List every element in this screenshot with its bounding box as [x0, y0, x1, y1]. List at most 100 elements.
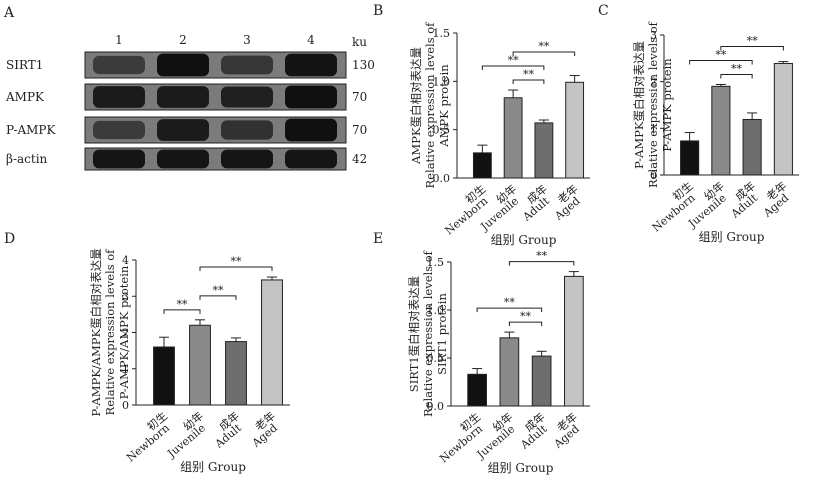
size-label: 42: [352, 152, 367, 166]
y-axis-title: AMPK蛋白相对表达量: [409, 47, 423, 165]
bar: [472, 152, 492, 179]
panel-label: D: [4, 231, 15, 247]
bar: [499, 337, 520, 407]
panel-label: B: [373, 3, 383, 19]
protein-label: AMPK: [5, 90, 45, 104]
y-tick-label: 2: [650, 76, 657, 89]
significance-bracket: [199, 266, 273, 272]
y-axis-title: SIRT1蛋白相对表达量: [407, 276, 421, 392]
ku-header: ku: [352, 35, 367, 49]
bar: [189, 324, 211, 406]
blot-rows: SIRT1 130 AMPK 70 P-AMPK 70 β-actin 42: [5, 51, 375, 171]
significance-label: **: [747, 34, 759, 47]
significance-bracket: [689, 59, 753, 65]
y-axis-title: P-AMPK/AMPK蛋白相对表达量: [89, 248, 103, 416]
blot-band: [221, 86, 273, 108]
y-tick-label: 0: [650, 169, 657, 182]
protein-label: SIRT1: [6, 58, 43, 72]
y-tick-label: 1.0: [427, 304, 445, 317]
lane-label: 2: [179, 33, 187, 47]
significance-label: **: [508, 54, 520, 67]
blot-band: [93, 55, 145, 75]
bar: [531, 355, 552, 407]
blot-band: [157, 119, 209, 141]
y-tick-label: 2: [122, 327, 129, 340]
y-tick-label: 1: [650, 122, 657, 135]
significance-bracket: [512, 79, 545, 85]
blot-band: [157, 86, 209, 108]
blot-band: [157, 149, 209, 169]
blot-row: P-AMPK 70: [6, 116, 367, 144]
protein-label: β-actin: [6, 152, 48, 166]
blot-band: [93, 149, 145, 169]
significance-bracket: [481, 65, 545, 71]
y-tick-label: 1.5: [427, 256, 445, 269]
panel-label: E: [373, 231, 383, 247]
bar: [467, 373, 487, 407]
y-axis-title: Relative expression levels of: [646, 21, 660, 188]
significance-bracket: [163, 309, 201, 314]
significance-bracket: [512, 51, 576, 57]
blot-strip: [84, 147, 347, 171]
lane-labels: 1 2 3 4: [115, 33, 315, 47]
y-tick-label: 1.5: [433, 27, 451, 40]
blot-band: [93, 86, 145, 108]
panel-label-a: A: [3, 5, 15, 21]
y-axis-title: Relative expression levels of: [103, 249, 117, 416]
blot-row: β-actin 42: [6, 147, 367, 171]
y-tick-label: 0.5: [433, 124, 451, 137]
y-axis-title: P-AMPK protein: [660, 58, 674, 152]
significance-bracket: [720, 45, 784, 51]
size-label: 70: [352, 123, 367, 137]
blot-band: [285, 149, 337, 169]
western-blot-panel: A 1 2 3 4 ku SIRT1 130 AMPK 70 P-AMPK 70 β-actin 4…: [3, 5, 375, 171]
bar: [225, 341, 247, 406]
blot-row: AMPK 70: [5, 83, 367, 111]
significance-bracket: [508, 321, 543, 327]
y-tick-label: 3: [650, 29, 657, 42]
panel-label: C: [598, 3, 609, 19]
lane-label: 4: [307, 33, 315, 47]
bar: [773, 62, 793, 176]
lane-label: 3: [243, 33, 251, 47]
significance-bracket: [720, 73, 753, 79]
y-tick-label: 0.5: [427, 352, 445, 365]
significance-label: **: [231, 255, 243, 268]
blot-band: [221, 55, 273, 75]
y-tick-label: 1: [122, 363, 129, 376]
x-axis-title: 组别 Group: [491, 233, 557, 247]
y-tick-label: 0.0: [427, 400, 445, 413]
size-label: 130: [352, 58, 375, 72]
blot-row: SIRT1 130: [6, 51, 375, 79]
significance-label: **: [536, 250, 548, 263]
bar: [503, 97, 523, 179]
significance-bracket: [508, 261, 575, 266]
bar: [261, 279, 283, 406]
lane-label: 1: [115, 33, 123, 47]
significance-label: **: [520, 310, 532, 323]
bar: [680, 140, 700, 176]
y-axis-title: AMPK protein: [437, 64, 451, 148]
significance-label: **: [715, 48, 727, 61]
bar: [153, 346, 175, 406]
blot-band: [221, 149, 273, 169]
blot-band: [285, 53, 337, 77]
significance-label: **: [504, 296, 516, 309]
significance-bracket: [199, 295, 237, 300]
y-tick-label: 1.0: [433, 75, 451, 88]
x-axis-title: 组别 Group: [699, 230, 765, 244]
significance-label: **: [731, 62, 743, 75]
y-tick-label: 0: [122, 399, 129, 412]
significance-label: **: [523, 68, 535, 81]
significance-label: **: [213, 284, 225, 297]
blot-band: [285, 85, 337, 109]
y-tick-label: 3: [122, 290, 129, 303]
bar: [534, 122, 554, 179]
bar: [565, 81, 585, 179]
y-axis-title: Relative expression levels of: [421, 250, 435, 417]
bar: [711, 85, 731, 176]
